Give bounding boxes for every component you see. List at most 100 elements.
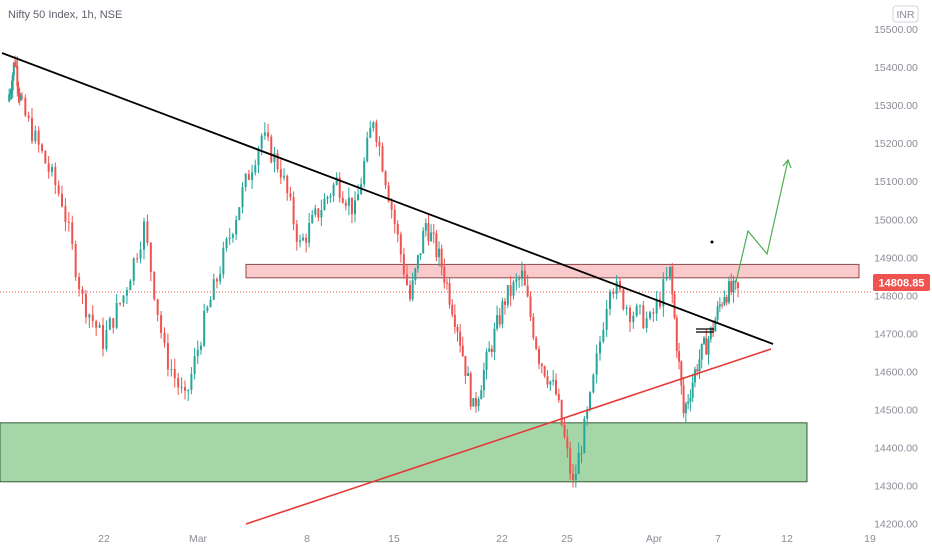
candle-body [467,373,470,377]
resistance-zone[interactable] [245,263,860,279]
candle-body [737,282,739,289]
candle-body [583,418,586,453]
candle-body [665,276,668,280]
candle-body [721,304,724,306]
x-tick-label: 19 [864,533,876,545]
candle-body [332,184,335,196]
candle-body [422,230,425,254]
candle-body [682,385,685,414]
candle-body [74,244,77,278]
candle-body [257,148,260,166]
candle-body [602,329,605,342]
candle-body [496,315,499,329]
candle-body [177,378,180,388]
candle-body [153,271,156,300]
candle-body [305,237,308,243]
candle-body [716,306,719,320]
candle-body [635,305,638,316]
candle-body [414,268,417,281]
candle-body [16,66,19,87]
candle-body [680,361,683,386]
candle-body [199,345,202,350]
candle-body [344,202,347,206]
candle-body [357,194,360,201]
candle-body [552,380,555,382]
candle-body [723,297,726,305]
candle-body [523,270,526,286]
candle-body [592,374,595,393]
candle-body [350,197,353,215]
projection-path[interactable] [735,159,789,283]
candle-body [11,75,14,90]
candle-body [37,130,40,145]
candle-body [424,223,427,231]
candle-body [615,281,618,294]
candle-body [521,270,523,279]
candle-body [709,327,712,340]
candle-body [678,351,681,362]
candle-body [180,387,183,389]
candle-body [125,290,128,296]
currency-badge-box[interactable] [892,5,919,23]
candle-body [314,208,317,215]
current-price-label: 14808.85 [879,278,925,290]
candle-body [718,304,721,307]
candle-body [730,281,733,293]
candle-body [387,185,390,202]
candle-body [238,207,241,220]
candle-body [557,394,560,401]
candle-layer [8,55,739,488]
candle-body [163,332,166,344]
candle-body [24,97,27,116]
candle-body [472,398,475,407]
y-tick-label: 15000.00 [874,214,918,226]
candle-body [577,453,580,475]
candle-body [687,401,690,404]
candle-body [102,324,104,349]
candle-body [632,315,635,322]
candle-body [170,368,173,370]
candle-body [714,319,717,332]
candle-body [655,299,658,314]
candle-body [696,369,699,372]
candle-body [206,307,209,311]
candle-body [538,348,540,364]
candle-body [506,285,509,305]
candle-body [480,390,483,400]
ascending-trendline[interactable] [245,348,772,525]
candle-body [378,141,381,147]
candle-body [308,222,311,243]
candle-body [34,130,37,142]
candle-body [416,255,419,269]
candle-body [700,343,703,360]
candle-body [329,195,332,198]
axis-layer: 15500.00 15400.00 15300.00 15200.00 15100.00… [98,24,918,545]
candle-body [203,310,206,346]
candle-body [146,221,149,243]
candle-body [15,65,18,67]
candle-body [108,318,111,330]
candle-body [139,249,142,259]
candle-body [160,315,163,333]
candle-body [222,247,225,275]
candle-body [703,337,705,344]
candle-body [372,122,375,129]
x-tick-label: 25 [561,533,573,545]
candle-body [504,301,506,305]
candle-body [335,177,338,185]
candle-body [289,193,292,198]
candle-body [693,369,696,383]
candle-body [490,348,493,352]
candle-body [81,289,84,294]
candle-body [691,382,694,398]
candle-body [443,266,446,283]
candle-body [589,392,591,410]
current-price-label-box [873,274,930,291]
candle-body [549,381,552,385]
x-tick-label: 22 [496,533,508,545]
descending-trendline[interactable] [1,52,774,345]
x-tick-label: 15 [388,533,400,545]
candle-body [619,281,621,290]
support-zone[interactable] [0,422,808,483]
